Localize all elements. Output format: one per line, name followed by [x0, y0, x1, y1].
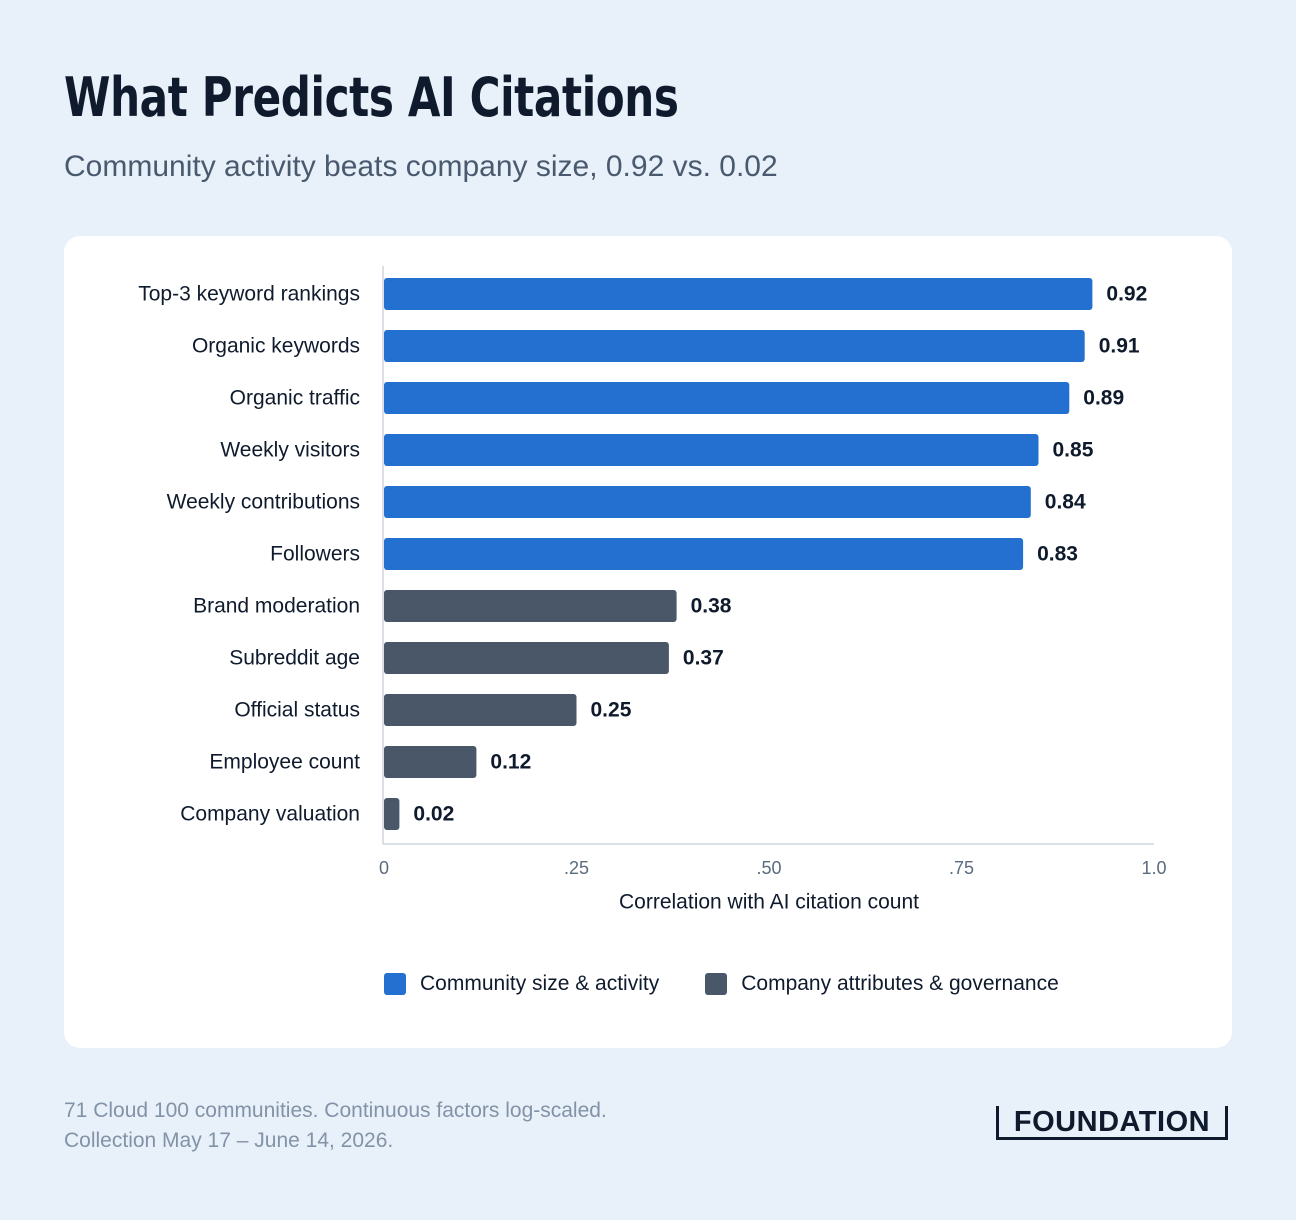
data-label: 0.25	[591, 699, 632, 722]
data-label: 0.38	[691, 595, 732, 618]
data-label: 0.85	[1053, 439, 1094, 462]
bar	[384, 746, 477, 778]
category-label: Organic traffic	[230, 387, 360, 410]
legend-swatch-company	[705, 973, 728, 995]
x-tick-label: .50	[756, 858, 781, 878]
category-label: Brand moderation	[193, 595, 360, 618]
footnote: 71 Cloud 100 communities. Continuous fac…	[64, 1096, 607, 1156]
data-label: 0.91	[1099, 335, 1140, 358]
x-axis-title: Correlation with AI citation count	[619, 891, 919, 914]
category-label: Followers	[270, 543, 360, 566]
bar	[384, 694, 577, 726]
legend-label-company: Company attributes & governance	[741, 972, 1059, 995]
bar	[384, 434, 1039, 466]
bar	[384, 330, 1085, 362]
data-label: 0.89	[1083, 387, 1124, 410]
data-label: 0.92	[1106, 283, 1147, 306]
data-label: 0.83	[1037, 543, 1078, 566]
bar	[384, 486, 1031, 518]
x-tick-label: .75	[949, 858, 974, 878]
bar	[384, 798, 400, 830]
chart-card: Top-3 keyword rankings 0.92 Organic keywor…	[64, 236, 1232, 1048]
category-label: Official status	[234, 699, 360, 722]
legend-item-company: Company attributes & governance	[705, 972, 1059, 996]
data-label: 0.84	[1045, 491, 1086, 514]
x-tick-label: .25	[564, 858, 589, 878]
chart-legend: Community size & activity Company attrib…	[384, 972, 1105, 996]
bar-chart: Top-3 keyword rankings 0.92 Organic keywor…	[138, 266, 1167, 914]
category-label: Company valuation	[180, 803, 360, 826]
x-tick-label: 0	[379, 858, 389, 878]
bar	[384, 278, 1093, 310]
foundation-logo: FOUNDATION	[996, 1106, 1228, 1140]
data-label: 0.02	[413, 803, 454, 826]
legend-label-community: Community size & activity	[420, 972, 660, 995]
footnote-line-1: 71 Cloud 100 communities. Continuous fac…	[64, 1099, 607, 1122]
data-label: 0.37	[683, 647, 724, 670]
category-label: Organic keywords	[192, 335, 360, 358]
footnote-line-2: Collection May 17 – June 14, 2026.	[64, 1129, 394, 1152]
legend-item-community: Community size & activity	[384, 972, 659, 996]
category-label: Employee count	[209, 751, 360, 774]
bar	[384, 538, 1024, 570]
chart-title: What Predicts AI Citations	[64, 66, 679, 129]
legend-swatch-community	[384, 973, 406, 995]
category-label: Top-3 keyword rankings	[138, 283, 360, 306]
x-tick-label: 1.0	[1141, 858, 1166, 878]
bar	[384, 590, 677, 622]
data-label: 0.12	[490, 751, 531, 774]
bar	[384, 382, 1070, 414]
category-label: Subreddit age	[229, 647, 360, 670]
category-label: Weekly contributions	[167, 491, 360, 514]
category-label: Weekly visitors	[220, 439, 360, 462]
chart-subtitle: Community activity beats company size, 0…	[64, 150, 778, 183]
bar	[384, 642, 669, 674]
